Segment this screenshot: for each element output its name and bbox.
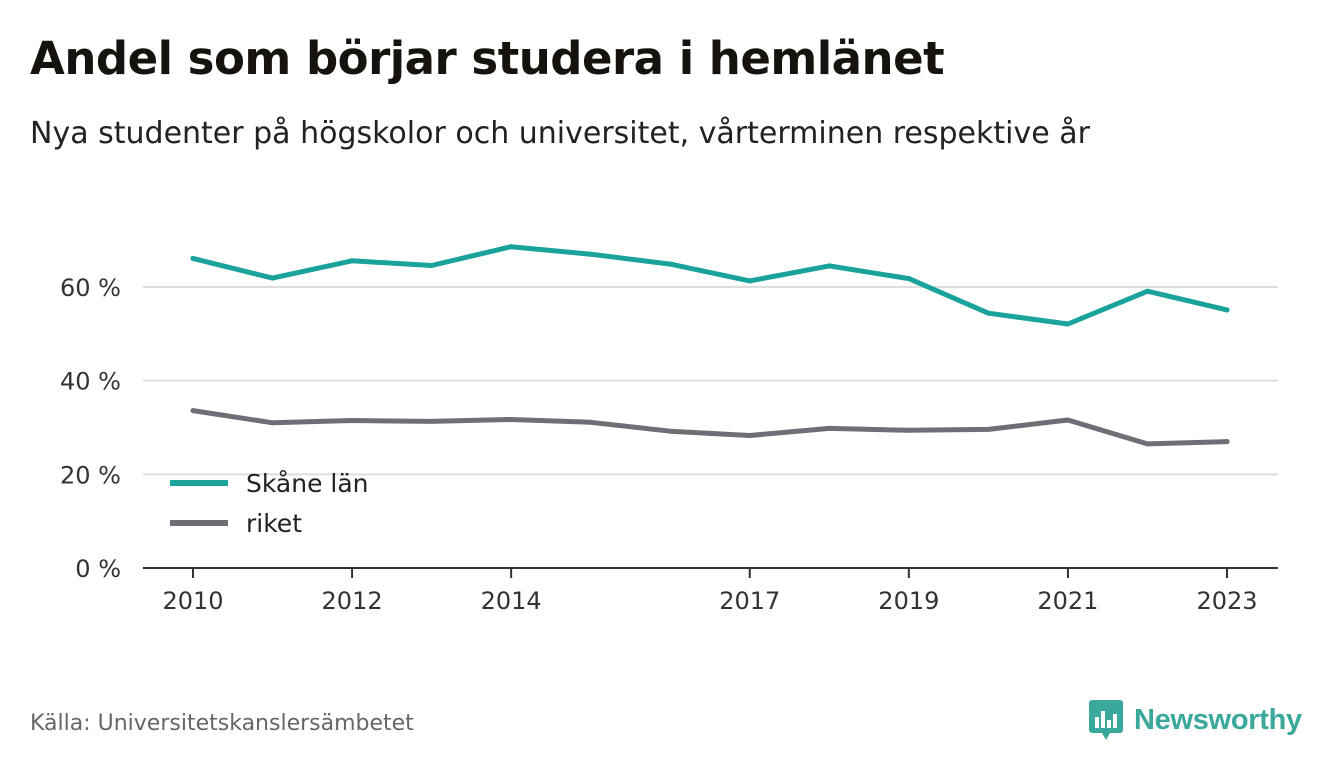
data-point [349,417,355,423]
data-point [429,262,435,268]
x-tick-label: 2023 [1196,587,1257,615]
series-line-skane-lan [190,244,1230,327]
legend-label: Skåne län [246,469,369,498]
data-point [985,426,991,432]
data-point [429,418,435,424]
data-point [508,417,514,423]
x-tick-label: 2019 [878,587,939,615]
x-tick-label: 2010 [162,587,223,615]
data-point [1144,441,1150,447]
line-chart: 0 % 20 % 40 % 60 % 2010 2012 2014 2017 2019 2021 2… [60,244,1278,615]
y-tick-label: 40 % [60,368,121,396]
data-point [747,432,753,438]
newsworthy-logo-icon [1089,700,1123,740]
brand-logo[interactable]: Newsworthy [1088,698,1302,742]
data-point [270,275,276,281]
data-point [588,419,594,425]
data-point [1224,307,1230,313]
axes: 0 % 20 % 40 % 60 % 2010 2012 2014 2017 2019 2021 2… [60,274,1278,615]
data-point [667,428,673,434]
data-point [190,255,196,261]
data-point [667,261,673,267]
y-tick-label: 20 % [60,461,121,489]
data-point [349,258,355,264]
series-lines [190,244,1230,447]
x-tick-label: 2014 [481,587,542,615]
brand-name: Newsworthy [1134,703,1302,736]
data-point [1144,288,1150,294]
gridlines [143,286,1278,476]
x-tick-label: 2012 [322,587,383,615]
chart-subtitle: Nya studenter på högskolor och universit… [30,116,1090,151]
series-line-riket [190,408,1230,447]
data-point [906,276,912,282]
legend: Skåne län riket [170,469,369,538]
data-point [985,310,991,316]
data-point [1224,439,1230,445]
data-point [826,425,832,431]
data-point [747,278,753,284]
data-point [1065,417,1071,423]
data-point [1065,321,1071,327]
data-point [906,427,912,433]
y-tick-label: 60 % [60,274,121,302]
legend-label: riket [246,509,302,538]
chart-title: Andel som börjar studera i hemlänet [30,32,945,85]
data-point [508,244,514,250]
x-tick-label: 2021 [1037,587,1098,615]
y-tick-label: 0 % [75,555,121,583]
x-tick-label: 2017 [719,587,780,615]
data-point [190,408,196,414]
data-point [826,263,832,269]
source-note: Källa: Universitetskanslersämbetet [30,711,414,736]
data-point [588,251,594,257]
data-point [270,420,276,426]
